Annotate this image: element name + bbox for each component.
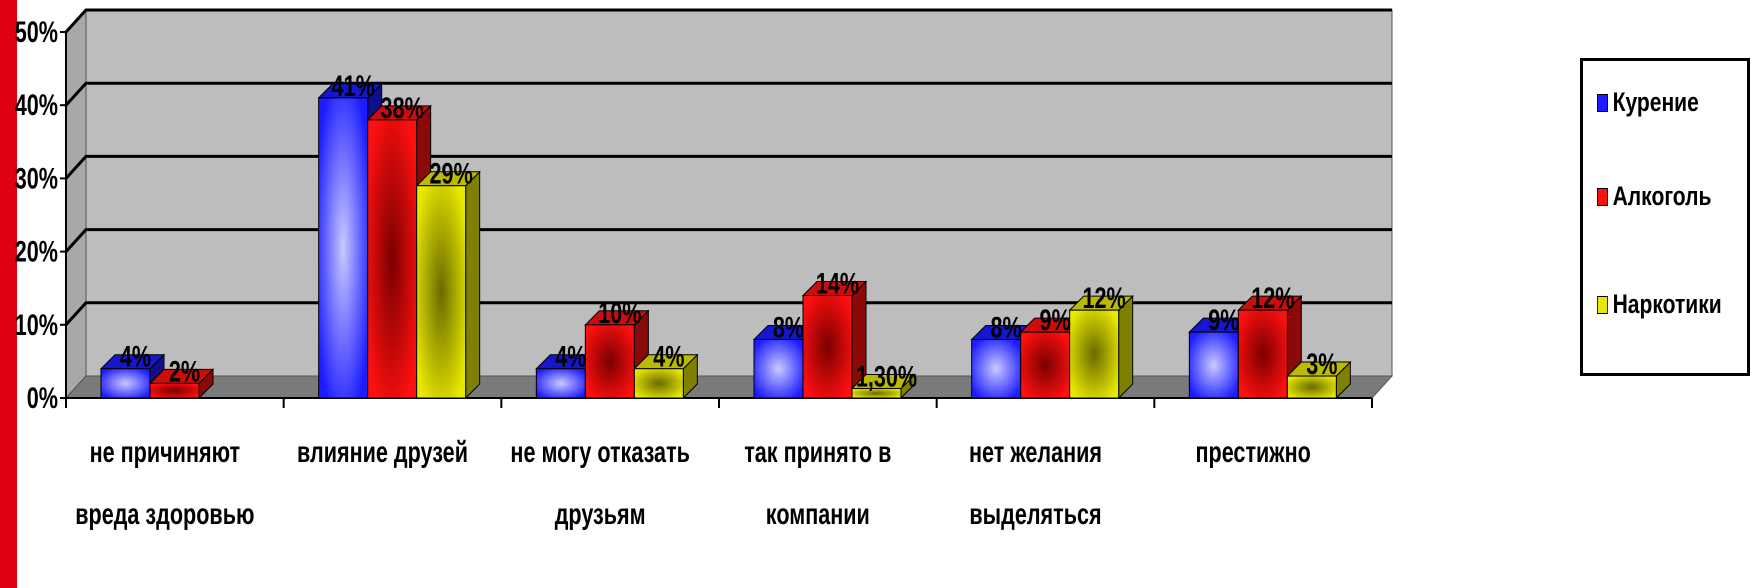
category-label: компании: [766, 496, 870, 530]
data-label: 4%: [120, 339, 151, 373]
bar: [416, 185, 467, 399]
legend-label: Курение: [1612, 87, 1699, 117]
bar: [802, 295, 853, 399]
bar-side: [465, 170, 481, 400]
data-label: 12%: [1251, 281, 1294, 315]
data-label: 8%: [773, 310, 804, 344]
category-label: нет желания: [969, 434, 1102, 468]
data-label: 3%: [1306, 346, 1337, 380]
legend: Курение Алкоголь Наркотики: [1580, 58, 1750, 376]
gridline: [64, 301, 1392, 326]
bar: [100, 368, 151, 399]
gridline: [64, 228, 1392, 253]
legend-swatch: [1597, 295, 1608, 314]
data-label: 1,30%: [856, 359, 917, 393]
bar: [633, 368, 684, 399]
bar: [1237, 309, 1288, 399]
y-tick-label: 30%: [15, 161, 58, 195]
bar: [1188, 331, 1239, 399]
data-label: 41%: [332, 68, 375, 102]
y-tick-label: 50%: [15, 14, 58, 48]
legend-item: Наркотики: [1597, 289, 1722, 320]
data-label: 14%: [816, 266, 859, 300]
bar: [1286, 375, 1337, 399]
legend-swatch: [1597, 187, 1608, 206]
plot-back-wall: [85, 9, 1393, 377]
y-tick-label: 20%: [15, 234, 58, 268]
data-label: 4%: [555, 339, 586, 373]
gridline: [64, 81, 1392, 107]
legend-swatch: [1597, 93, 1608, 112]
category-label: престижно: [1195, 434, 1310, 468]
y-tick-label: 0%: [27, 380, 58, 414]
gridline: [64, 154, 1392, 180]
data-label: 9%: [1040, 303, 1071, 337]
bar: [149, 382, 200, 399]
bar: [753, 338, 804, 399]
y-tick-label: 40%: [15, 88, 58, 122]
category-label: друзьям: [555, 496, 646, 530]
y-tick-label: 10%: [15, 307, 58, 341]
legend-item: Алкоголь: [1597, 181, 1711, 212]
legend-label: Алкоголь: [1612, 181, 1712, 211]
red-side-strip: [0, 0, 17, 588]
bar: [367, 119, 418, 399]
bar: [971, 338, 1022, 399]
category-label: выделяться: [969, 496, 1101, 530]
bar: [1020, 331, 1071, 399]
bar: [318, 97, 369, 399]
bar: [1069, 309, 1120, 399]
category-label: не могу отказать: [510, 434, 690, 468]
data-label: 4%: [653, 339, 684, 373]
legend-label: Наркотики: [1612, 289, 1722, 319]
data-label: 8%: [991, 310, 1022, 344]
data-label: 9%: [1208, 303, 1239, 337]
data-label: 2%: [169, 354, 200, 388]
plot-side-wall: [65, 8, 87, 400]
data-label: 29%: [430, 156, 473, 190]
bar: [851, 387, 902, 399]
category-label: так принято в: [744, 434, 891, 468]
bar: [535, 368, 586, 399]
data-label: 10%: [598, 295, 641, 329]
bar: [584, 324, 635, 399]
gridline: [64, 8, 1392, 34]
data-label: 38%: [381, 90, 424, 124]
data-label: 12%: [1083, 281, 1126, 315]
category-label: не причиняют: [90, 434, 241, 468]
category-label: вреда здоровью: [75, 496, 254, 530]
legend-item: Курение: [1597, 87, 1699, 118]
category-label: влияние друзей: [297, 434, 468, 468]
